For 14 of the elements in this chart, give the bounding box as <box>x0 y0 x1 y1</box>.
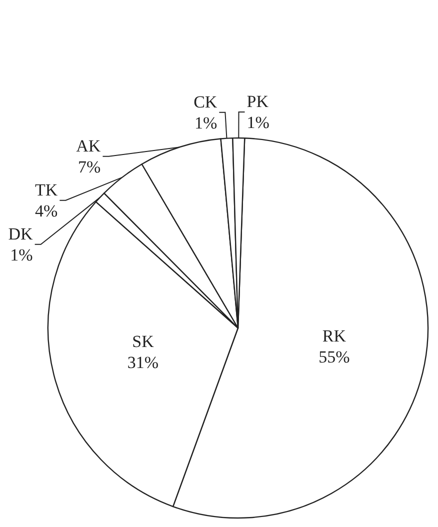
data-label: 31% <box>127 353 159 372</box>
slice-label: AK <box>76 136 102 156</box>
data-label: 7% <box>78 157 101 176</box>
data-label: 55% <box>318 348 350 367</box>
data-label: 4% <box>35 201 58 220</box>
slice-label: TK <box>35 180 58 200</box>
slice-label: PK <box>246 92 270 111</box>
data-label: 1% <box>10 245 33 264</box>
slice-label: DK <box>8 224 34 244</box>
slice-label: CK <box>194 92 218 112</box>
data-label: 1% <box>194 113 218 132</box>
slice-label: SK <box>132 332 155 352</box>
slice-label: RK <box>322 326 347 346</box>
data-label: 1% <box>246 113 270 132</box>
